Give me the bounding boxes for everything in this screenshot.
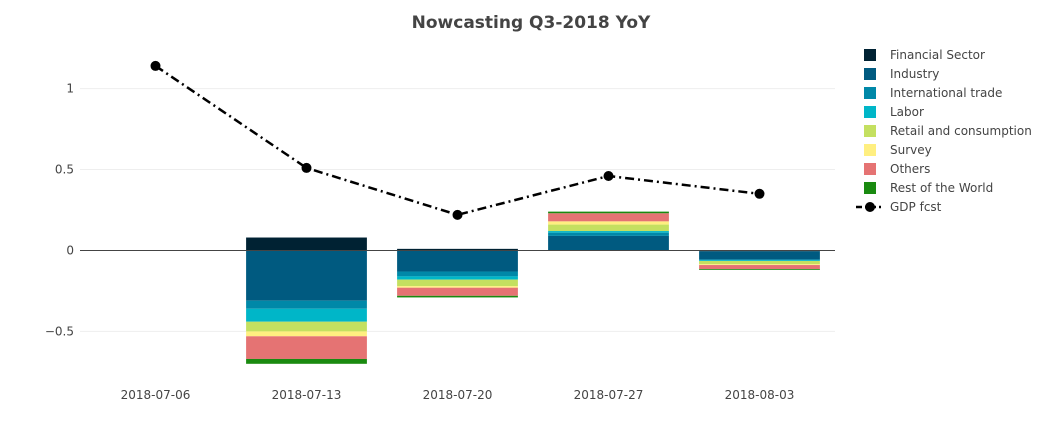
bar-segment <box>397 248 518 251</box>
bar-segment <box>548 224 669 232</box>
legend-swatch <box>864 87 876 99</box>
bar-segment <box>246 331 367 337</box>
legend-label: Labor <box>890 105 924 119</box>
x-tick-label: 2018-07-13 <box>272 388 342 402</box>
bar-segment <box>246 321 367 332</box>
legend-swatch <box>864 182 876 194</box>
bar-segment <box>246 358 367 364</box>
legend-marker <box>865 202 875 212</box>
bar-segment <box>699 264 820 266</box>
bar-segment <box>397 287 518 296</box>
legend-swatch <box>864 106 876 118</box>
legend-item[interactable]: Industry <box>864 67 939 81</box>
x-tick-label: 2018-08-03 <box>725 388 795 402</box>
legend-label: Rest of the World <box>890 181 993 195</box>
y-tick-label: 1 <box>66 82 74 96</box>
legend-label: International trade <box>890 86 1002 100</box>
line-layer <box>150 60 765 220</box>
legend-item[interactable]: Others <box>864 162 930 176</box>
y-tick-label: 0 <box>66 243 74 257</box>
legend-item[interactable]: GDP fcst <box>856 200 942 214</box>
x-tick-label: 2018-07-20 <box>423 388 493 402</box>
legend-swatch <box>864 125 876 137</box>
legend-label: Financial Sector <box>890 48 985 62</box>
bar-segment <box>699 251 820 260</box>
bar-segment <box>397 279 518 287</box>
legend-swatch <box>864 144 876 156</box>
gdp-fcst-point <box>603 171 614 181</box>
legend: Financial Sector Industry International tr… <box>856 48 1032 214</box>
axis-layer: −0.5 0 0.5 1 2018-07-06 2018-07-13 2018-07-20 2… <box>45 82 795 402</box>
gdp-fcst-point <box>150 60 161 71</box>
legend-label: Others <box>890 162 930 176</box>
bar-segment <box>397 276 518 280</box>
bar-segment <box>246 336 367 359</box>
x-tick-label: 2018-07-27 <box>574 388 644 402</box>
x-tick-label: 2018-07-06 <box>121 388 191 402</box>
bar-segment <box>397 250 518 272</box>
legend-label: GDP fcst <box>890 200 942 214</box>
bar-segment <box>548 235 669 251</box>
grid-layer <box>80 88 835 332</box>
bar-segment <box>397 286 518 288</box>
y-tick-label: 0.5 <box>55 163 74 177</box>
bar-segment <box>548 213 669 222</box>
bar-segment <box>246 308 367 322</box>
legend-swatch <box>864 163 876 175</box>
legend-item[interactable]: International trade <box>864 86 1002 100</box>
bar-segment <box>246 250 367 301</box>
gdp-fcst-point <box>452 209 463 220</box>
legend-item[interactable]: Survey <box>864 143 932 157</box>
bar-segment <box>699 269 820 270</box>
chart-title: Nowcasting Q3-2018 YoY <box>412 13 651 33</box>
bar-segment <box>397 295 518 298</box>
y-tick-label: −0.5 <box>45 324 74 338</box>
legend-label: Survey <box>890 143 932 157</box>
bar-segment <box>699 260 820 261</box>
bar-segment <box>699 265 820 270</box>
bar-layer <box>246 211 820 364</box>
gdp-fcst-point <box>301 162 312 173</box>
bar-segment <box>246 237 367 251</box>
legend-item[interactable]: Financial Sector <box>864 48 985 62</box>
bar-segment <box>548 211 669 214</box>
legend-item[interactable]: Retail and consumption <box>864 124 1032 138</box>
bar-segment <box>548 231 669 233</box>
legend-swatch <box>864 68 876 80</box>
gdp-fcst-point <box>754 188 765 199</box>
legend-item[interactable]: Labor <box>864 105 924 119</box>
legend-item[interactable]: Rest of the World <box>864 181 993 195</box>
gdp-fcst-line <box>154 64 760 217</box>
bar-segment <box>246 300 367 309</box>
bar-segment <box>548 232 669 236</box>
bar-segment <box>548 221 669 225</box>
bar-segment <box>397 271 518 277</box>
legend-label: Retail and consumption <box>890 124 1032 138</box>
legend-swatch <box>864 49 876 61</box>
legend-label: Industry <box>890 67 939 81</box>
bar-segment <box>699 259 820 261</box>
bar-segment <box>699 261 820 265</box>
